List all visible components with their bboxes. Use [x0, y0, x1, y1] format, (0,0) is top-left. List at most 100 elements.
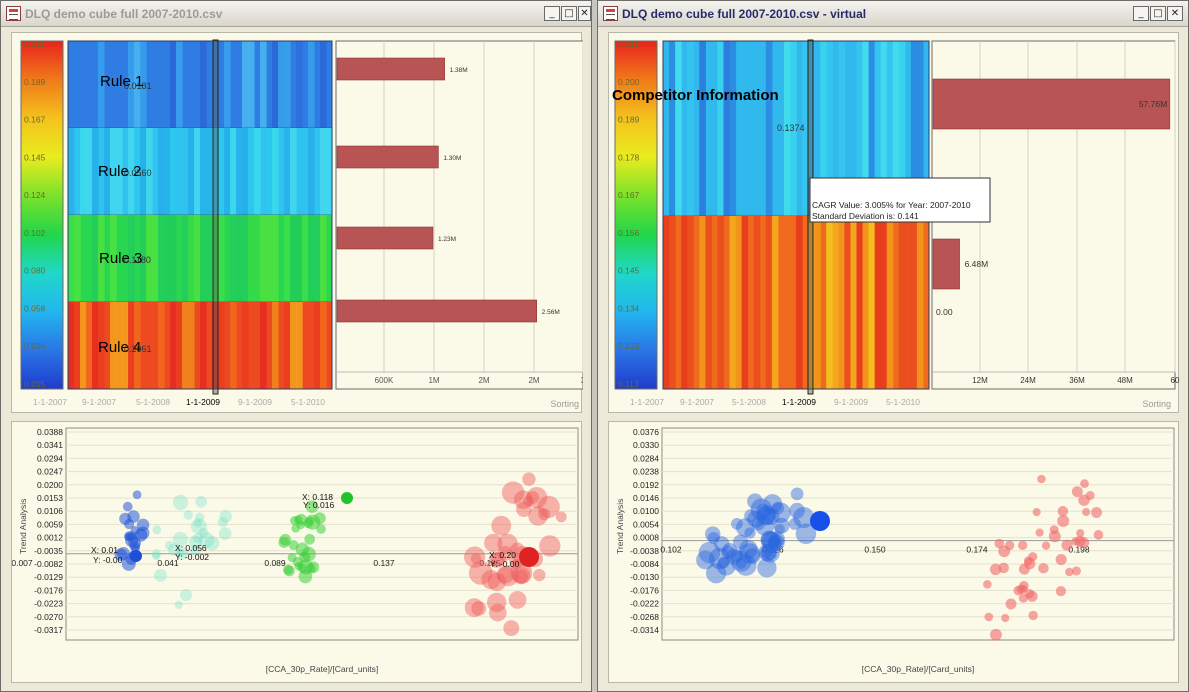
data-point[interactable] [114, 548, 128, 561]
data-point[interactable] [195, 495, 208, 508]
bar[interactable] [932, 238, 960, 290]
data-point[interactable] [1028, 610, 1038, 621]
data-point[interactable] [716, 556, 736, 576]
data-point[interactable] [279, 533, 292, 546]
data-point[interactable] [496, 565, 515, 584]
data-point[interactable] [738, 539, 758, 559]
data-point[interactable] [487, 572, 507, 592]
data-point[interactable] [516, 501, 532, 517]
data-point[interactable] [1018, 563, 1030, 575]
data-point[interactable] [744, 548, 761, 564]
highlighted-point[interactable] [130, 550, 142, 562]
data-point[interactable] [189, 544, 202, 557]
data-point[interactable] [1032, 508, 1041, 517]
data-point[interactable] [750, 498, 773, 521]
data-point[interactable] [1048, 530, 1061, 543]
data-point[interactable] [176, 549, 185, 558]
minimize-button[interactable]: _ [544, 6, 560, 21]
data-point[interactable] [122, 501, 133, 512]
data-point[interactable] [1037, 474, 1046, 484]
data-point[interactable] [468, 561, 493, 585]
data-point[interactable] [762, 494, 783, 514]
minimize-button[interactable]: _ [1133, 6, 1149, 21]
data-point[interactable] [760, 530, 779, 549]
scatter-chart[interactable]: 0.0388 0.0341 0.0294 0.0247 0.0200 0.0153 0.01… [12, 422, 583, 684]
data-point[interactable] [708, 547, 731, 570]
data-point[interactable] [1055, 586, 1067, 597]
data-point[interactable] [1074, 535, 1086, 547]
data-point[interactable] [513, 490, 533, 510]
data-point[interactable] [755, 516, 775, 536]
data-point[interactable] [736, 518, 755, 538]
data-point[interactable] [735, 554, 757, 576]
data-point[interactable] [183, 509, 194, 520]
data-point[interactable] [123, 518, 135, 530]
data-point[interactable] [204, 536, 220, 551]
data-point[interactable] [696, 550, 715, 570]
data-point[interactable] [488, 603, 507, 622]
data-point[interactable] [713, 536, 730, 552]
data-point[interactable] [194, 512, 205, 523]
data-point[interactable] [788, 517, 801, 530]
data-point[interactable] [198, 532, 215, 548]
data-point[interactable] [219, 510, 232, 523]
data-point[interactable] [1071, 486, 1083, 498]
data-point[interactable] [292, 556, 303, 568]
data-point[interactable] [509, 555, 520, 566]
data-point[interactable] [1024, 588, 1035, 599]
heatmap-chart[interactable]: 0.211 0.189 0.167 0.145 0.124 0.102 0.080 0.058… [12, 33, 583, 414]
data-point[interactable] [491, 515, 512, 536]
data-point[interactable] [731, 517, 743, 530]
data-point[interactable] [464, 546, 486, 568]
data-point[interactable] [767, 534, 785, 552]
data-point[interactable] [303, 518, 314, 529]
data-point[interactable] [989, 563, 1002, 576]
data-point[interactable] [1057, 506, 1069, 517]
data-point[interactable] [721, 542, 738, 559]
data-point[interactable] [539, 535, 561, 557]
heatmap-chart[interactable]: 0.211 0.200 0.189 0.178 0.167 0.156 0.145 0.134… [609, 33, 1180, 414]
data-point[interactable] [758, 543, 777, 562]
maximize-button[interactable]: □ [561, 6, 577, 21]
data-point[interactable] [198, 527, 209, 538]
data-point[interactable] [756, 505, 777, 525]
data-point[interactable] [744, 527, 756, 539]
data-point[interactable] [526, 486, 548, 509]
data-point[interactable] [744, 509, 758, 523]
data-point[interactable] [284, 565, 295, 577]
data-point[interactable] [290, 515, 300, 526]
data-point[interactable] [291, 524, 301, 533]
data-point[interactable] [757, 558, 777, 578]
title-bar[interactable]: DLQ demo cube full 2007-2010.csv _ □ ✕ [1, 1, 591, 27]
data-point[interactable] [707, 532, 720, 545]
data-point[interactable] [735, 558, 747, 569]
data-point[interactable] [989, 628, 1002, 641]
time-slider-handle[interactable] [212, 39, 219, 395]
data-point[interactable] [770, 536, 781, 547]
highlighted-point[interactable] [810, 511, 830, 531]
data-point[interactable] [760, 543, 780, 563]
data-point[interactable] [769, 531, 785, 548]
highlighted-point[interactable] [341, 492, 353, 504]
data-point[interactable] [998, 545, 1011, 558]
data-point[interactable] [134, 528, 148, 542]
data-point[interactable] [726, 548, 742, 565]
data-point[interactable] [481, 569, 501, 590]
data-point[interactable] [704, 526, 721, 542]
data-point[interactable] [508, 590, 527, 609]
data-point[interactable] [730, 549, 743, 563]
data-point[interactable] [218, 527, 232, 540]
data-point[interactable] [151, 549, 162, 559]
data-point[interactable] [511, 559, 522, 570]
data-point[interactable] [730, 550, 752, 572]
data-point[interactable] [471, 601, 487, 616]
data-point[interactable] [555, 511, 567, 523]
data-point[interactable] [193, 519, 202, 528]
highlighted-point[interactable] [519, 547, 539, 567]
data-point[interactable] [305, 500, 319, 513]
data-point[interactable] [789, 502, 805, 519]
data-point[interactable] [501, 481, 525, 504]
data-point[interactable] [747, 510, 765, 528]
data-point[interactable] [1091, 506, 1103, 518]
data-point[interactable] [464, 598, 484, 618]
